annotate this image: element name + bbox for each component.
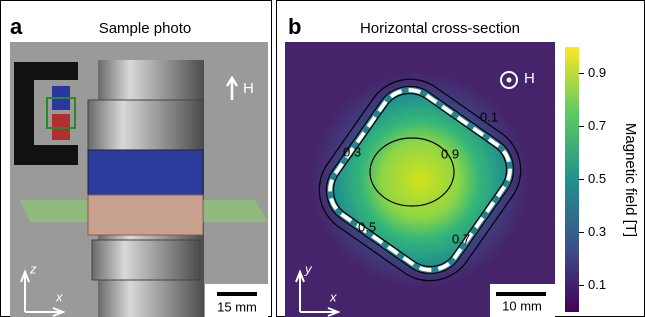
figure: a Sample photo H z x 15 mm b Horizontal … — [0, 0, 645, 317]
axis-label: x — [329, 289, 337, 304]
field-label: H — [243, 80, 254, 97]
panel-letter: b — [288, 14, 301, 39]
colorbar-tick-label: 0.3 — [588, 224, 606, 239]
axis-label: x — [55, 289, 63, 304]
panel-title: Horizontal cross-section — [360, 20, 520, 37]
field-label: H — [524, 70, 535, 87]
scale-bar-label: 15 mm — [217, 299, 257, 314]
colorbar-tick-label: 0.5 — [588, 171, 606, 186]
contour-label: 0.1 — [480, 109, 498, 124]
panel-title: Sample photo — [99, 20, 192, 37]
colorbar-tick-label: 0.9 — [588, 65, 606, 80]
contour-label: 0.5 — [358, 219, 376, 234]
contour-label: 0.3 — [343, 144, 361, 159]
axis-label: z — [29, 261, 37, 276]
photo — [10, 42, 268, 317]
contour-label: 0.7 — [452, 231, 470, 246]
panel-letter: a — [10, 14, 23, 39]
colorbar-label: Magnetic field [T] — [622, 123, 639, 237]
scale-bar-label: 10 mm — [502, 298, 542, 313]
colorbar-tick-label: 0.1 — [588, 277, 606, 292]
contour-label: 0.9 — [441, 146, 459, 161]
colorbar — [565, 47, 579, 312]
colorbar-tick-label: 0.7 — [588, 118, 606, 133]
